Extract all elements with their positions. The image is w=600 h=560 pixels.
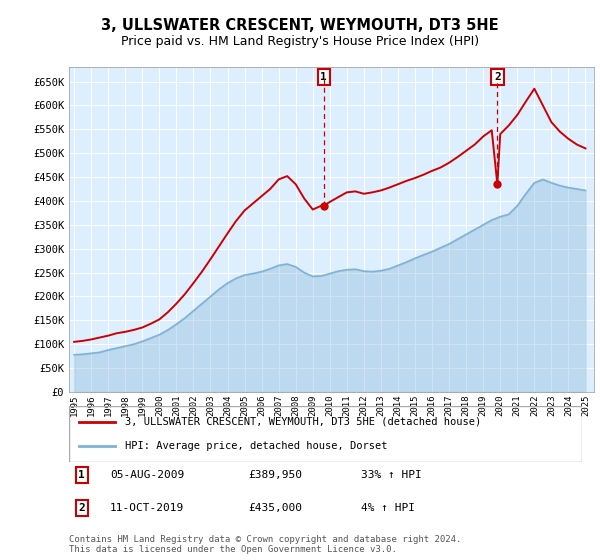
- Text: 3, ULLSWATER CRESCENT, WEYMOUTH, DT3 5HE (detached house): 3, ULLSWATER CRESCENT, WEYMOUTH, DT3 5HE…: [125, 417, 482, 427]
- Text: 1: 1: [79, 470, 85, 480]
- Text: 2: 2: [79, 503, 85, 513]
- Text: Price paid vs. HM Land Registry's House Price Index (HPI): Price paid vs. HM Land Registry's House …: [121, 35, 479, 49]
- Text: 1: 1: [320, 72, 327, 82]
- Text: 4% ↑ HPI: 4% ↑ HPI: [361, 503, 415, 513]
- Text: 11-OCT-2019: 11-OCT-2019: [110, 503, 184, 513]
- Text: £435,000: £435,000: [248, 503, 302, 513]
- Text: 3, ULLSWATER CRESCENT, WEYMOUTH, DT3 5HE: 3, ULLSWATER CRESCENT, WEYMOUTH, DT3 5HE: [101, 18, 499, 32]
- Text: 2: 2: [494, 72, 501, 82]
- Text: HPI: Average price, detached house, Dorset: HPI: Average price, detached house, Dors…: [125, 441, 388, 451]
- Text: Contains HM Land Registry data © Crown copyright and database right 2024.
This d: Contains HM Land Registry data © Crown c…: [69, 535, 461, 554]
- Text: 33% ↑ HPI: 33% ↑ HPI: [361, 470, 422, 480]
- Text: 05-AUG-2009: 05-AUG-2009: [110, 470, 184, 480]
- Text: £389,950: £389,950: [248, 470, 302, 480]
